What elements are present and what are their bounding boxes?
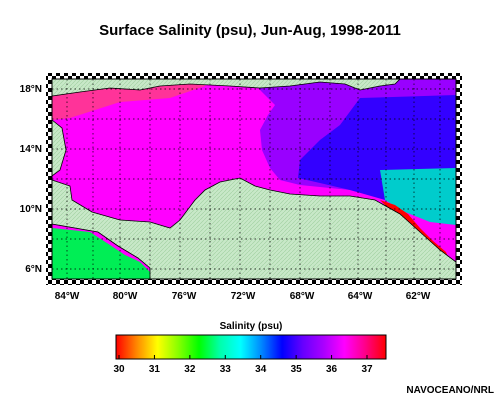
land-south-america: [51, 177, 457, 280]
ocean-cyan-region: [380, 168, 456, 225]
lat-label: 10°N: [20, 204, 42, 215]
colorbar: [115, 334, 387, 360]
longitude-labels: 84°W 80°W 76°W 72°W 68°W 64°W 62°W: [55, 291, 431, 302]
map-title: Surface Salinity (psu), Jun-Aug, 1998-20…: [99, 22, 401, 39]
colorbar-tick-label: 36: [326, 364, 338, 375]
lon-label: 62°W: [406, 291, 431, 302]
map-inner-border: [51, 78, 457, 280]
colorbar-tick-label: 37: [361, 364, 373, 375]
lat-label: 18°N: [20, 84, 42, 95]
lon-label: 68°W: [290, 291, 315, 302]
credit-label: NAVOCEANO/NRL: [406, 385, 494, 396]
lat-label: 14°N: [20, 144, 42, 155]
colorbar-tick-label: 31: [149, 364, 161, 375]
land-greater-antilles: [51, 78, 401, 97]
colorbar-tick-label: 35: [291, 364, 303, 375]
colorbar-tick-label: 34: [255, 364, 267, 375]
lon-label: 80°W: [113, 291, 138, 302]
ocean-green-region: [52, 228, 150, 279]
colorbar-ticks: 30 31 32 33 34 35 36 37: [113, 355, 373, 375]
grid-lines: [52, 79, 456, 279]
lon-label: 64°W: [348, 291, 373, 302]
colorbar-title: Salinity (psu): [219, 321, 283, 332]
lat-label: 6°N: [25, 264, 42, 275]
colorbar-tick-label: 30: [113, 364, 125, 375]
colorbar-tick-label: 32: [184, 364, 196, 375]
lon-label: 84°W: [55, 291, 80, 302]
latitude-labels: 18°N 14°N 10°N 6°N: [20, 84, 42, 275]
colorbar-tick-label: 33: [220, 364, 232, 375]
lon-label: 76°W: [172, 291, 197, 302]
lon-label: 72°W: [231, 291, 256, 302]
